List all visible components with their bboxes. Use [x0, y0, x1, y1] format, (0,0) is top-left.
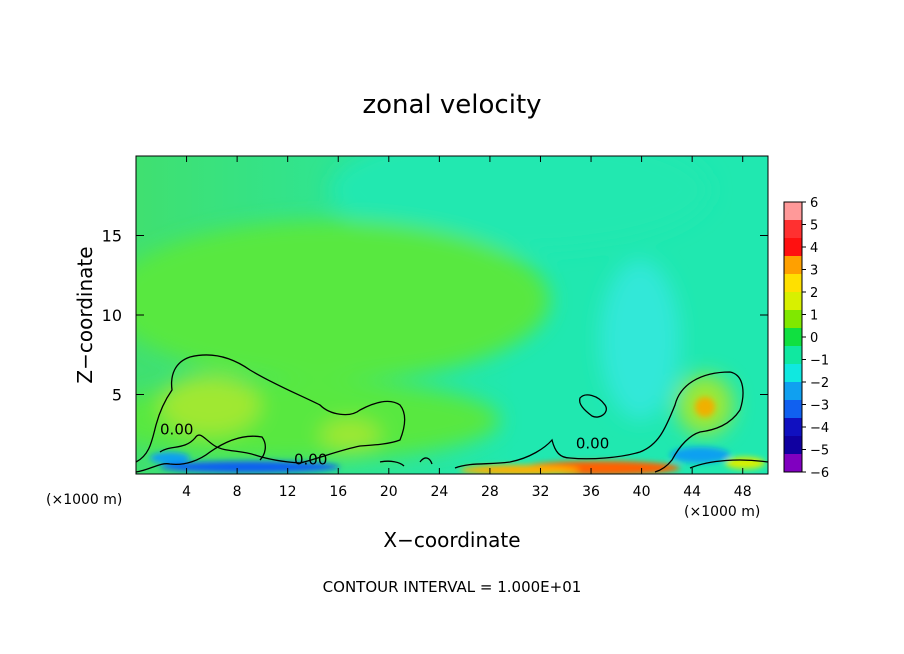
contour-labels: 0.00 0.00 0.00 — [160, 420, 609, 468]
colorbar-label: 1 — [810, 309, 818, 324]
x-tick-label: 28 — [481, 484, 499, 500]
x-tick-label: 16 — [329, 484, 347, 500]
contour-label: 0.00 — [294, 450, 327, 468]
x-tick-label: 12 — [279, 484, 297, 500]
colorbar-label: 0 — [810, 331, 818, 346]
colorbar-swatch — [784, 274, 802, 293]
contour-label: 0.00 — [160, 420, 193, 438]
colorbar-swatch — [784, 436, 802, 455]
colorbar-label: 4 — [810, 241, 818, 256]
contour-zero-island — [578, 394, 607, 418]
colorbar-swatch — [784, 220, 802, 239]
colorbar-swatch — [784, 454, 802, 473]
x-tick-label: 32 — [532, 484, 550, 500]
x-tick-label: 4 — [182, 484, 191, 500]
colorbar-label: 3 — [810, 264, 818, 279]
colorbar-label: 6 — [810, 196, 818, 211]
x-tick-label: 8 — [233, 484, 242, 500]
y-axis-label: Z−coordinate — [73, 246, 97, 383]
contour-label: 0.00 — [576, 435, 609, 453]
chart-title: zonal velocity — [362, 90, 541, 120]
colorbar — [783, 201, 803, 473]
colorbar-swatch — [784, 364, 802, 383]
contour-zero-lower — [136, 435, 266, 473]
contour-zero-left — [136, 354, 406, 464]
contour-interval-note: CONTOUR INTERVAL = 1.000E+01 — [323, 578, 582, 596]
x-tick-label: 40 — [633, 484, 651, 500]
colorbar-swatch — [784, 418, 802, 437]
x-tick-label: 48 — [734, 484, 752, 500]
colorbar-label: −2 — [810, 376, 829, 391]
colorbar-label: −6 — [810, 466, 829, 481]
x-tick-label: 44 — [683, 484, 701, 500]
colorbar-swatch — [784, 292, 802, 311]
y-tick-label: 5 — [112, 386, 122, 405]
x-tick-label: 24 — [430, 484, 448, 500]
x-axis-ticks: 4 8 12 16 20 24 28 32 36 40 44 48 — [182, 156, 752, 500]
colorbar-swatch — [784, 346, 802, 365]
colorbar-swatch — [784, 256, 802, 275]
colorbar-labels: 6 5 4 3 2 1 0 −1 −2 −3 −4 −5 −6 — [802, 196, 829, 481]
colorbar-swatch — [784, 202, 802, 221]
x-tick-label: 36 — [582, 484, 600, 500]
x-tick-label: 20 — [380, 484, 398, 500]
velocity-field — [136, 156, 768, 474]
colorbar-label: −1 — [810, 354, 829, 369]
colorbar-label: −4 — [810, 421, 829, 436]
x-unit-right: (×1000 m) — [684, 504, 760, 520]
y-tick-label: 15 — [102, 227, 122, 246]
y-axis-ticks: 5 10 15 — [102, 227, 768, 405]
colorbar-swatch — [784, 238, 802, 257]
y-tick-label: 10 — [102, 306, 122, 325]
contour-lines — [136, 354, 768, 473]
colorbar-swatch — [784, 382, 802, 401]
x-axis-label: X−coordinate — [383, 528, 520, 552]
colorbar-swatch — [784, 400, 802, 419]
colorbar-label: −5 — [810, 444, 829, 459]
colorbar-label: 5 — [810, 219, 818, 234]
colorbar-label: −3 — [810, 399, 829, 414]
colorbar-swatch — [784, 328, 802, 347]
x-unit-left: (×1000 m) — [46, 492, 122, 508]
colorbar-label: 2 — [810, 286, 818, 301]
colorbar-swatch — [784, 310, 802, 329]
contour-zero-bottom — [379, 371, 744, 473]
contour-zero-right-low — [689, 459, 768, 469]
